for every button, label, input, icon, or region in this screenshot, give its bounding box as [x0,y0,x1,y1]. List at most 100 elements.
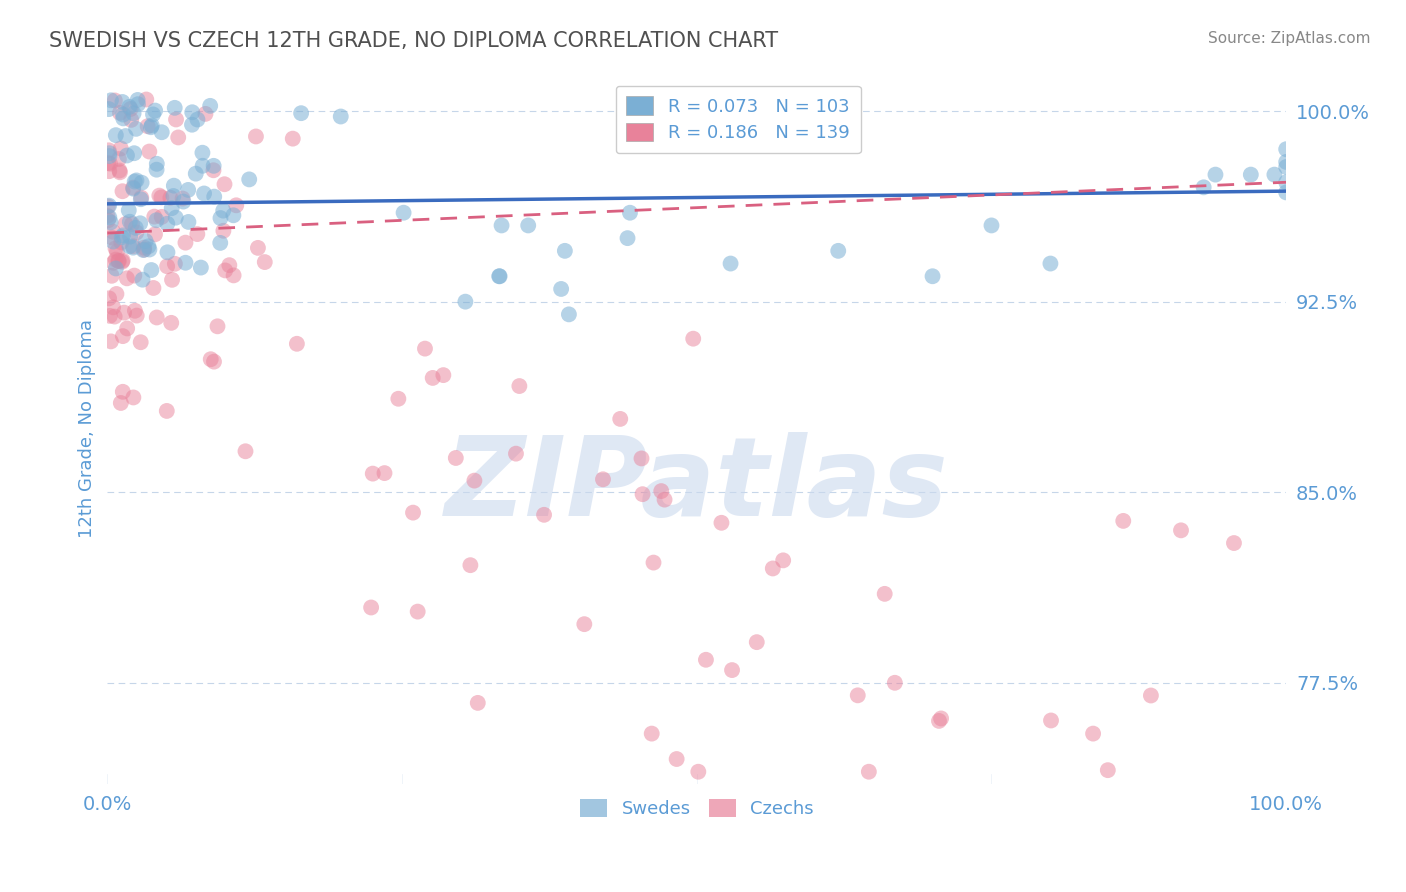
Point [883,675,905,690]
Point [135,234,157,248]
Point [212,203,235,218]
Point [1275,160,1298,174]
Point [609,412,631,426]
Point [131,273,153,287]
Point [156,217,179,231]
Point [373,466,395,480]
Point [159,191,181,205]
Point [150,190,173,204]
Point [488,269,510,284]
Point [1223,536,1246,550]
Point [402,506,425,520]
Point [156,404,179,418]
Point [100,268,122,283]
Point [125,226,148,240]
Point [132,243,155,257]
Point [1039,256,1062,270]
Point [253,255,276,269]
Point [134,241,156,255]
Point [98,164,121,178]
Point [111,384,134,399]
Point [1170,524,1192,538]
Point [1265,790,1288,805]
Point [181,105,204,120]
Point [108,105,131,120]
Legend: Swedes, Czechs: Swedes, Czechs [572,791,821,825]
Point [209,211,232,225]
Point [100,93,122,107]
Point [186,112,208,127]
Point [222,208,245,222]
Point [115,321,138,335]
Point [710,516,733,530]
Point [720,256,742,270]
Point [98,149,121,163]
Point [120,102,142,116]
Point [120,112,142,127]
Point [110,396,132,410]
Point [142,281,165,295]
Point [141,263,163,277]
Point [163,257,186,271]
Point [160,273,183,287]
Point [246,241,269,255]
Point [101,235,124,249]
Point [111,230,134,244]
Point [592,472,614,486]
Point [517,219,540,233]
Point [184,167,207,181]
Point [550,282,572,296]
Point [112,112,135,126]
Point [235,444,257,458]
Point [1263,168,1285,182]
Point [190,260,212,275]
Point [134,243,156,257]
Point [202,189,225,203]
Point [127,93,149,107]
Point [114,129,136,144]
Point [138,239,160,253]
Point [202,354,225,368]
Point [290,106,312,120]
Point [281,131,304,145]
Point [160,201,183,215]
Point [186,227,208,241]
Point [108,254,131,268]
Point [100,334,122,349]
Point [98,146,121,161]
Point [111,228,134,243]
Point [1275,186,1298,200]
Point [387,392,409,406]
Point [131,176,153,190]
Point [682,332,704,346]
Point [108,163,131,178]
Point [329,110,352,124]
Point [97,144,120,158]
Point [150,210,173,224]
Point [98,211,121,225]
Point [200,352,222,367]
Point [491,219,513,233]
Point [488,269,510,284]
Point [631,487,654,501]
Point [574,617,596,632]
Point [135,93,157,107]
Point [191,159,214,173]
Point [110,235,132,250]
Point [929,711,952,725]
Point [143,210,166,224]
Point [245,129,267,144]
Text: Source: ZipAtlas.com: Source: ZipAtlas.com [1208,31,1371,46]
Point [104,94,127,108]
Point [463,474,485,488]
Point [112,107,135,121]
Text: ZIPatlas: ZIPatlas [444,432,949,539]
Point [160,316,183,330]
Point [1204,168,1226,182]
Point [98,309,121,323]
Point [96,209,118,223]
Point [122,391,145,405]
Point [214,178,236,192]
Point [98,199,121,213]
Point [193,186,215,201]
